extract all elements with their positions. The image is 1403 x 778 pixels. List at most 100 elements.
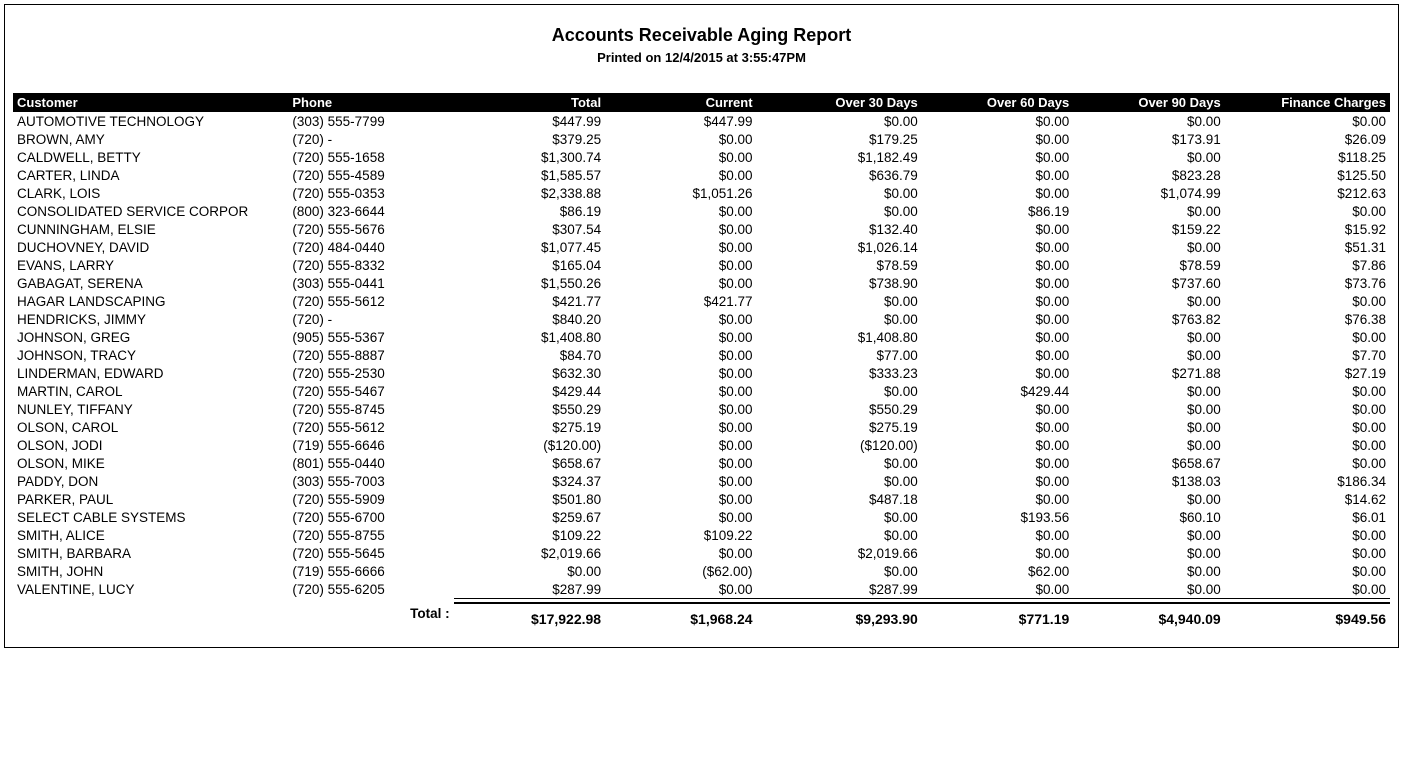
col-header-finance-charges: Finance Charges xyxy=(1225,93,1390,112)
cell-over30: ($120.00) xyxy=(757,436,922,454)
cell-over60: $0.00 xyxy=(922,454,1073,472)
cell-current: $0.00 xyxy=(605,310,756,328)
table-row: SMITH, BARBARA(720) 555-5645$2,019.66$0.… xyxy=(13,544,1390,562)
cell-current: $0.00 xyxy=(605,274,756,292)
cell-over90: $138.03 xyxy=(1073,472,1224,490)
cell-over90: $0.00 xyxy=(1073,346,1224,364)
cell-fc: $125.50 xyxy=(1225,166,1390,184)
table-row: OLSON, CAROL(720) 555-5612$275.19$0.00$2… xyxy=(13,418,1390,436)
cell-over60: $0.00 xyxy=(922,274,1073,292)
cell-current: $0.00 xyxy=(605,580,756,599)
cell-phone: (720) 555-6700 xyxy=(288,508,453,526)
cell-total: $632.30 xyxy=(454,364,605,382)
cell-fc: $0.00 xyxy=(1225,292,1390,310)
cell-total: $421.77 xyxy=(454,292,605,310)
cell-over30: $0.00 xyxy=(757,112,922,130)
col-header-customer: Customer xyxy=(13,93,288,112)
cell-current: $0.00 xyxy=(605,418,756,436)
table-row: GABAGAT, SERENA(303) 555-0441$1,550.26$0… xyxy=(13,274,1390,292)
cell-current: $0.00 xyxy=(605,508,756,526)
cell-over90: $0.00 xyxy=(1073,526,1224,544)
table-row: SMITH, ALICE(720) 555-8755$109.22$109.22… xyxy=(13,526,1390,544)
cell-total: $1,550.26 xyxy=(454,274,605,292)
cell-over90: $737.60 xyxy=(1073,274,1224,292)
cell-total: $259.67 xyxy=(454,508,605,526)
cell-over60: $0.00 xyxy=(922,346,1073,364)
totals-current: $1,968.24 xyxy=(605,599,756,629)
cell-total: ($120.00) xyxy=(454,436,605,454)
cell-over30: $275.19 xyxy=(757,418,922,436)
cell-fc: $118.25 xyxy=(1225,148,1390,166)
cell-current: $0.00 xyxy=(605,130,756,148)
table-row: EVANS, LARRY(720) 555-8332$165.04$0.00$7… xyxy=(13,256,1390,274)
cell-over90: $0.00 xyxy=(1073,112,1224,130)
cell-over60: $0.00 xyxy=(922,292,1073,310)
cell-customer: VALENTINE, LUCY xyxy=(13,580,288,599)
cell-fc: $76.38 xyxy=(1225,310,1390,328)
cell-fc: $0.00 xyxy=(1225,526,1390,544)
cell-customer: SMITH, JOHN xyxy=(13,562,288,580)
table-row: JOHNSON, TRACY(720) 555-8887$84.70$0.00$… xyxy=(13,346,1390,364)
cell-over90: $0.00 xyxy=(1073,544,1224,562)
cell-phone: (303) 555-7799 xyxy=(288,112,453,130)
cell-fc: $51.31 xyxy=(1225,238,1390,256)
table-row: HENDRICKS, JIMMY(720) -$840.20$0.00$0.00… xyxy=(13,310,1390,328)
cell-over90: $0.00 xyxy=(1073,292,1224,310)
cell-over30: $0.00 xyxy=(757,184,922,202)
cell-over90: $60.10 xyxy=(1073,508,1224,526)
cell-over90: $0.00 xyxy=(1073,436,1224,454)
cell-current: $0.00 xyxy=(605,364,756,382)
cell-over30: $1,026.14 xyxy=(757,238,922,256)
table-row: SMITH, JOHN(719) 555-6666$0.00($62.00)$0… xyxy=(13,562,1390,580)
cell-fc: $212.63 xyxy=(1225,184,1390,202)
cell-fc: $0.00 xyxy=(1225,382,1390,400)
cell-current: $0.00 xyxy=(605,328,756,346)
cell-fc: $7.70 xyxy=(1225,346,1390,364)
cell-customer: GABAGAT, SERENA xyxy=(13,274,288,292)
cell-customer: EVANS, LARRY xyxy=(13,256,288,274)
cell-customer: AUTOMOTIVE TECHNOLOGY xyxy=(13,112,288,130)
cell-fc: $27.19 xyxy=(1225,364,1390,382)
table-row: DUCHOVNEY, DAVID(720) 484-0440$1,077.45$… xyxy=(13,238,1390,256)
cell-current: $0.00 xyxy=(605,202,756,220)
table-row: CUNNINGHAM, ELSIE(720) 555-5676$307.54$0… xyxy=(13,220,1390,238)
cell-phone: (720) 555-5612 xyxy=(288,292,453,310)
cell-over30: $636.79 xyxy=(757,166,922,184)
table-row: CLARK, LOIS(720) 555-0353$2,338.88$1,051… xyxy=(13,184,1390,202)
table-row: CALDWELL, BETTY(720) 555-1658$1,300.74$0… xyxy=(13,148,1390,166)
cell-over60: $0.00 xyxy=(922,490,1073,508)
cell-fc: $0.00 xyxy=(1225,454,1390,472)
cell-customer: OLSON, MIKE xyxy=(13,454,288,472)
cell-over90: $823.28 xyxy=(1073,166,1224,184)
cell-current: $0.00 xyxy=(605,382,756,400)
table-row: PARKER, PAUL(720) 555-5909$501.80$0.00$4… xyxy=(13,490,1390,508)
cell-total: $1,408.80 xyxy=(454,328,605,346)
cell-phone: (720) 555-4589 xyxy=(288,166,453,184)
cell-fc: $0.00 xyxy=(1225,544,1390,562)
cell-over60: $0.00 xyxy=(922,130,1073,148)
cell-total: $447.99 xyxy=(454,112,605,130)
cell-over60: $0.00 xyxy=(922,544,1073,562)
cell-over90: $763.82 xyxy=(1073,310,1224,328)
cell-over90: $0.00 xyxy=(1073,562,1224,580)
cell-over60: $0.00 xyxy=(922,148,1073,166)
cell-over60: $0.00 xyxy=(922,364,1073,382)
cell-current: $421.77 xyxy=(605,292,756,310)
cell-over30: $550.29 xyxy=(757,400,922,418)
col-header-total: Total xyxy=(454,93,605,112)
cell-total: $165.04 xyxy=(454,256,605,274)
cell-phone: (303) 555-0441 xyxy=(288,274,453,292)
cell-customer: CUNNINGHAM, ELSIE xyxy=(13,220,288,238)
cell-fc: $0.00 xyxy=(1225,436,1390,454)
cell-over30: $738.90 xyxy=(757,274,922,292)
cell-over90: $78.59 xyxy=(1073,256,1224,274)
cell-fc: $0.00 xyxy=(1225,562,1390,580)
table-row: PADDY, DON(303) 555-7003$324.37$0.00$0.0… xyxy=(13,472,1390,490)
cell-current: $0.00 xyxy=(605,256,756,274)
cell-customer: PADDY, DON xyxy=(13,472,288,490)
cell-over30: $77.00 xyxy=(757,346,922,364)
cell-customer: JOHNSON, GREG xyxy=(13,328,288,346)
cell-phone: (720) 555-5676 xyxy=(288,220,453,238)
cell-over30: $487.18 xyxy=(757,490,922,508)
table-row: NUNLEY, TIFFANY(720) 555-8745$550.29$0.0… xyxy=(13,400,1390,418)
